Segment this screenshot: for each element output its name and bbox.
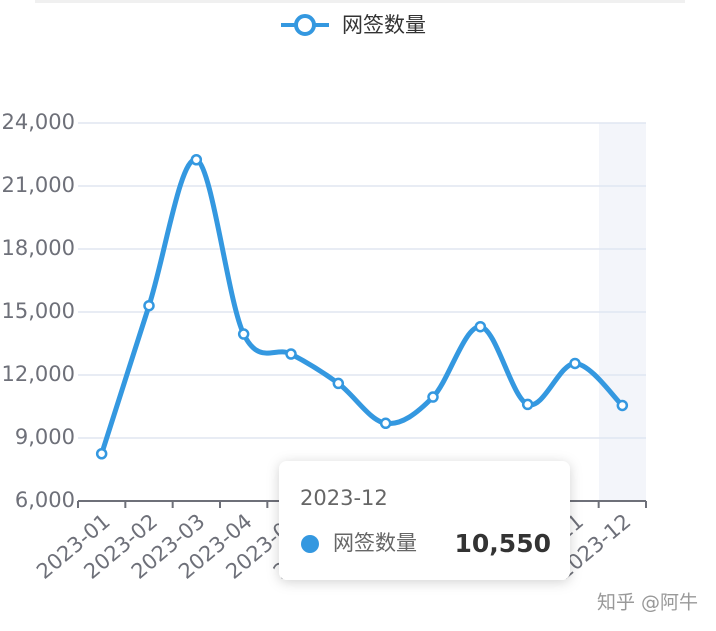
tooltip-marker [301,535,319,553]
point [237,328,250,340]
point [616,399,629,412]
point [474,320,487,333]
point [379,417,392,430]
legend-marker [294,14,316,36]
point [521,398,534,411]
line [99,157,625,455]
tooltip-box [279,461,570,580]
tooltip-title: 2023-12 [300,486,388,510]
tooltip: 2023-12 网签数量 10,550 [279,461,570,580]
point [285,348,297,360]
point [332,377,345,390]
watermark: 知乎 @阿牛 [597,592,698,614]
point [143,299,155,312]
y-tick-label: 12,000 [2,362,75,386]
y-tick-label: 9,000 [15,425,75,449]
top-edge [35,0,685,3]
y-tick-label: 6,000 [15,488,75,512]
y-tick-label: 24,000 [2,110,75,134]
point [427,391,439,403]
tooltip-series: 网签数量 [333,531,417,555]
point [190,154,203,166]
y-tick-label: 15,000 [2,299,75,323]
point [95,448,108,460]
y-tick-label: 21,000 [2,173,75,197]
legend-label: 网签数量 [342,13,426,37]
tooltip-value: 10,550 [455,529,551,558]
y-tick-label: 18,000 [2,236,75,260]
point [569,357,581,370]
legend[interactable]: 网签数量 [281,13,426,37]
